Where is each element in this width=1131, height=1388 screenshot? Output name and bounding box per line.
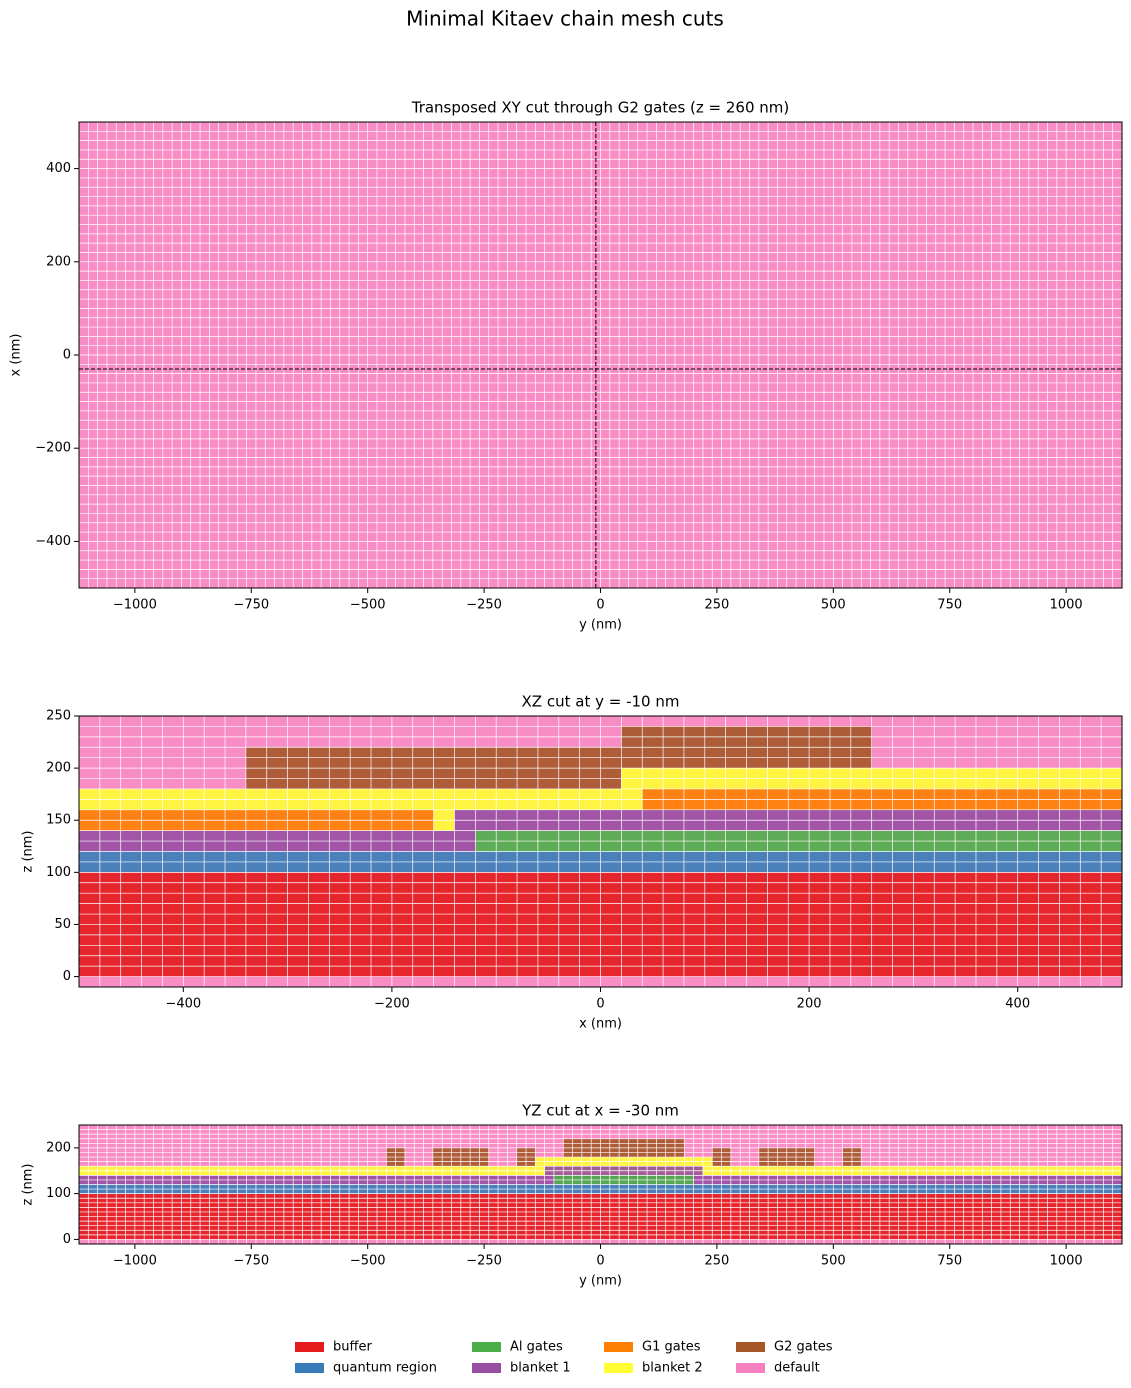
x-tick-label: −400 [165,997,201,1012]
x-tick-label: 200 [797,997,822,1012]
legend-swatch [604,1363,633,1373]
x-tick-label: 400 [1005,997,1030,1012]
legend-swatch [472,1342,501,1352]
y-axis-label: z (nm) [21,830,36,872]
x-tick-label: −750 [233,598,269,613]
axes-title: Transposed XY cut through G2 gates (z = … [411,99,790,117]
y-tick-label: −200 [35,441,71,456]
legend-swatch [295,1363,324,1373]
x-tick-label: 0 [596,1254,604,1269]
x-tick-label: 750 [937,598,962,613]
y-tick-label: 200 [46,1140,71,1155]
x-axis-label: y (nm) [579,618,622,633]
legend-label: buffer [333,1340,372,1355]
x-tick-label: 0 [596,997,604,1012]
axes-title: XZ cut at y = -10 nm [522,693,680,711]
plot-area [79,122,1122,588]
legend-swatch [295,1342,324,1352]
legend-label: default [774,1361,820,1376]
x-tick-label: 500 [821,1254,846,1269]
legend-label: Al gates [510,1340,563,1355]
x-axis-label: y (nm) [579,1274,622,1289]
legend-label: blanket 2 [642,1361,703,1376]
legend-label: G1 gates [642,1340,701,1355]
y-tick-label: 50 [54,917,71,932]
x-tick-label: 1000 [1050,1254,1083,1269]
y-tick-label: 100 [46,1186,71,1201]
x-tick-label: −750 [233,1254,269,1269]
x-tick-label: −1000 [113,1254,157,1269]
x-axis-label: x (nm) [579,1017,622,1032]
y-tick-label: 100 [46,865,71,880]
y-tick-label: 400 [46,161,71,176]
y-axis-label: x (nm) [9,334,24,377]
x-tick-label: 500 [821,598,846,613]
y-tick-label: 150 [46,813,71,828]
plot-area [79,1125,1122,1244]
legend-label: blanket 1 [510,1361,571,1376]
legend-swatch [604,1342,633,1352]
x-tick-label: 750 [937,1254,962,1269]
legend-swatch [736,1342,765,1352]
y-tick-label: 0 [63,969,71,984]
x-tick-label: 0 [596,598,604,613]
legend-label: G2 gates [774,1340,833,1355]
x-tick-label: −1000 [113,598,157,613]
figure-title: Minimal Kitaev chain mesh cuts [406,7,724,31]
y-tick-label: 0 [63,348,71,363]
x-tick-label: −500 [350,598,386,613]
x-tick-label: 250 [704,598,729,613]
y-tick-label: 200 [46,761,71,776]
x-tick-label: 250 [704,1254,729,1269]
x-tick-label: −200 [374,997,410,1012]
y-axis-label: z (nm) [21,1163,36,1205]
legend-label: quantum region [333,1361,437,1376]
x-tick-label: −250 [466,1254,502,1269]
y-tick-label: 0 [63,1232,71,1247]
y-tick-label: −400 [35,534,71,549]
x-tick-label: 1000 [1050,598,1083,613]
legend-swatch [472,1363,501,1373]
plot-area [79,716,1122,987]
legend-swatch [736,1363,765,1373]
y-tick-label: 200 [46,254,71,269]
x-tick-label: −250 [466,598,502,613]
axes-title: YZ cut at x = -30 nm [521,1102,679,1120]
y-tick-label: 250 [46,709,71,724]
x-tick-label: −500 [350,1254,386,1269]
